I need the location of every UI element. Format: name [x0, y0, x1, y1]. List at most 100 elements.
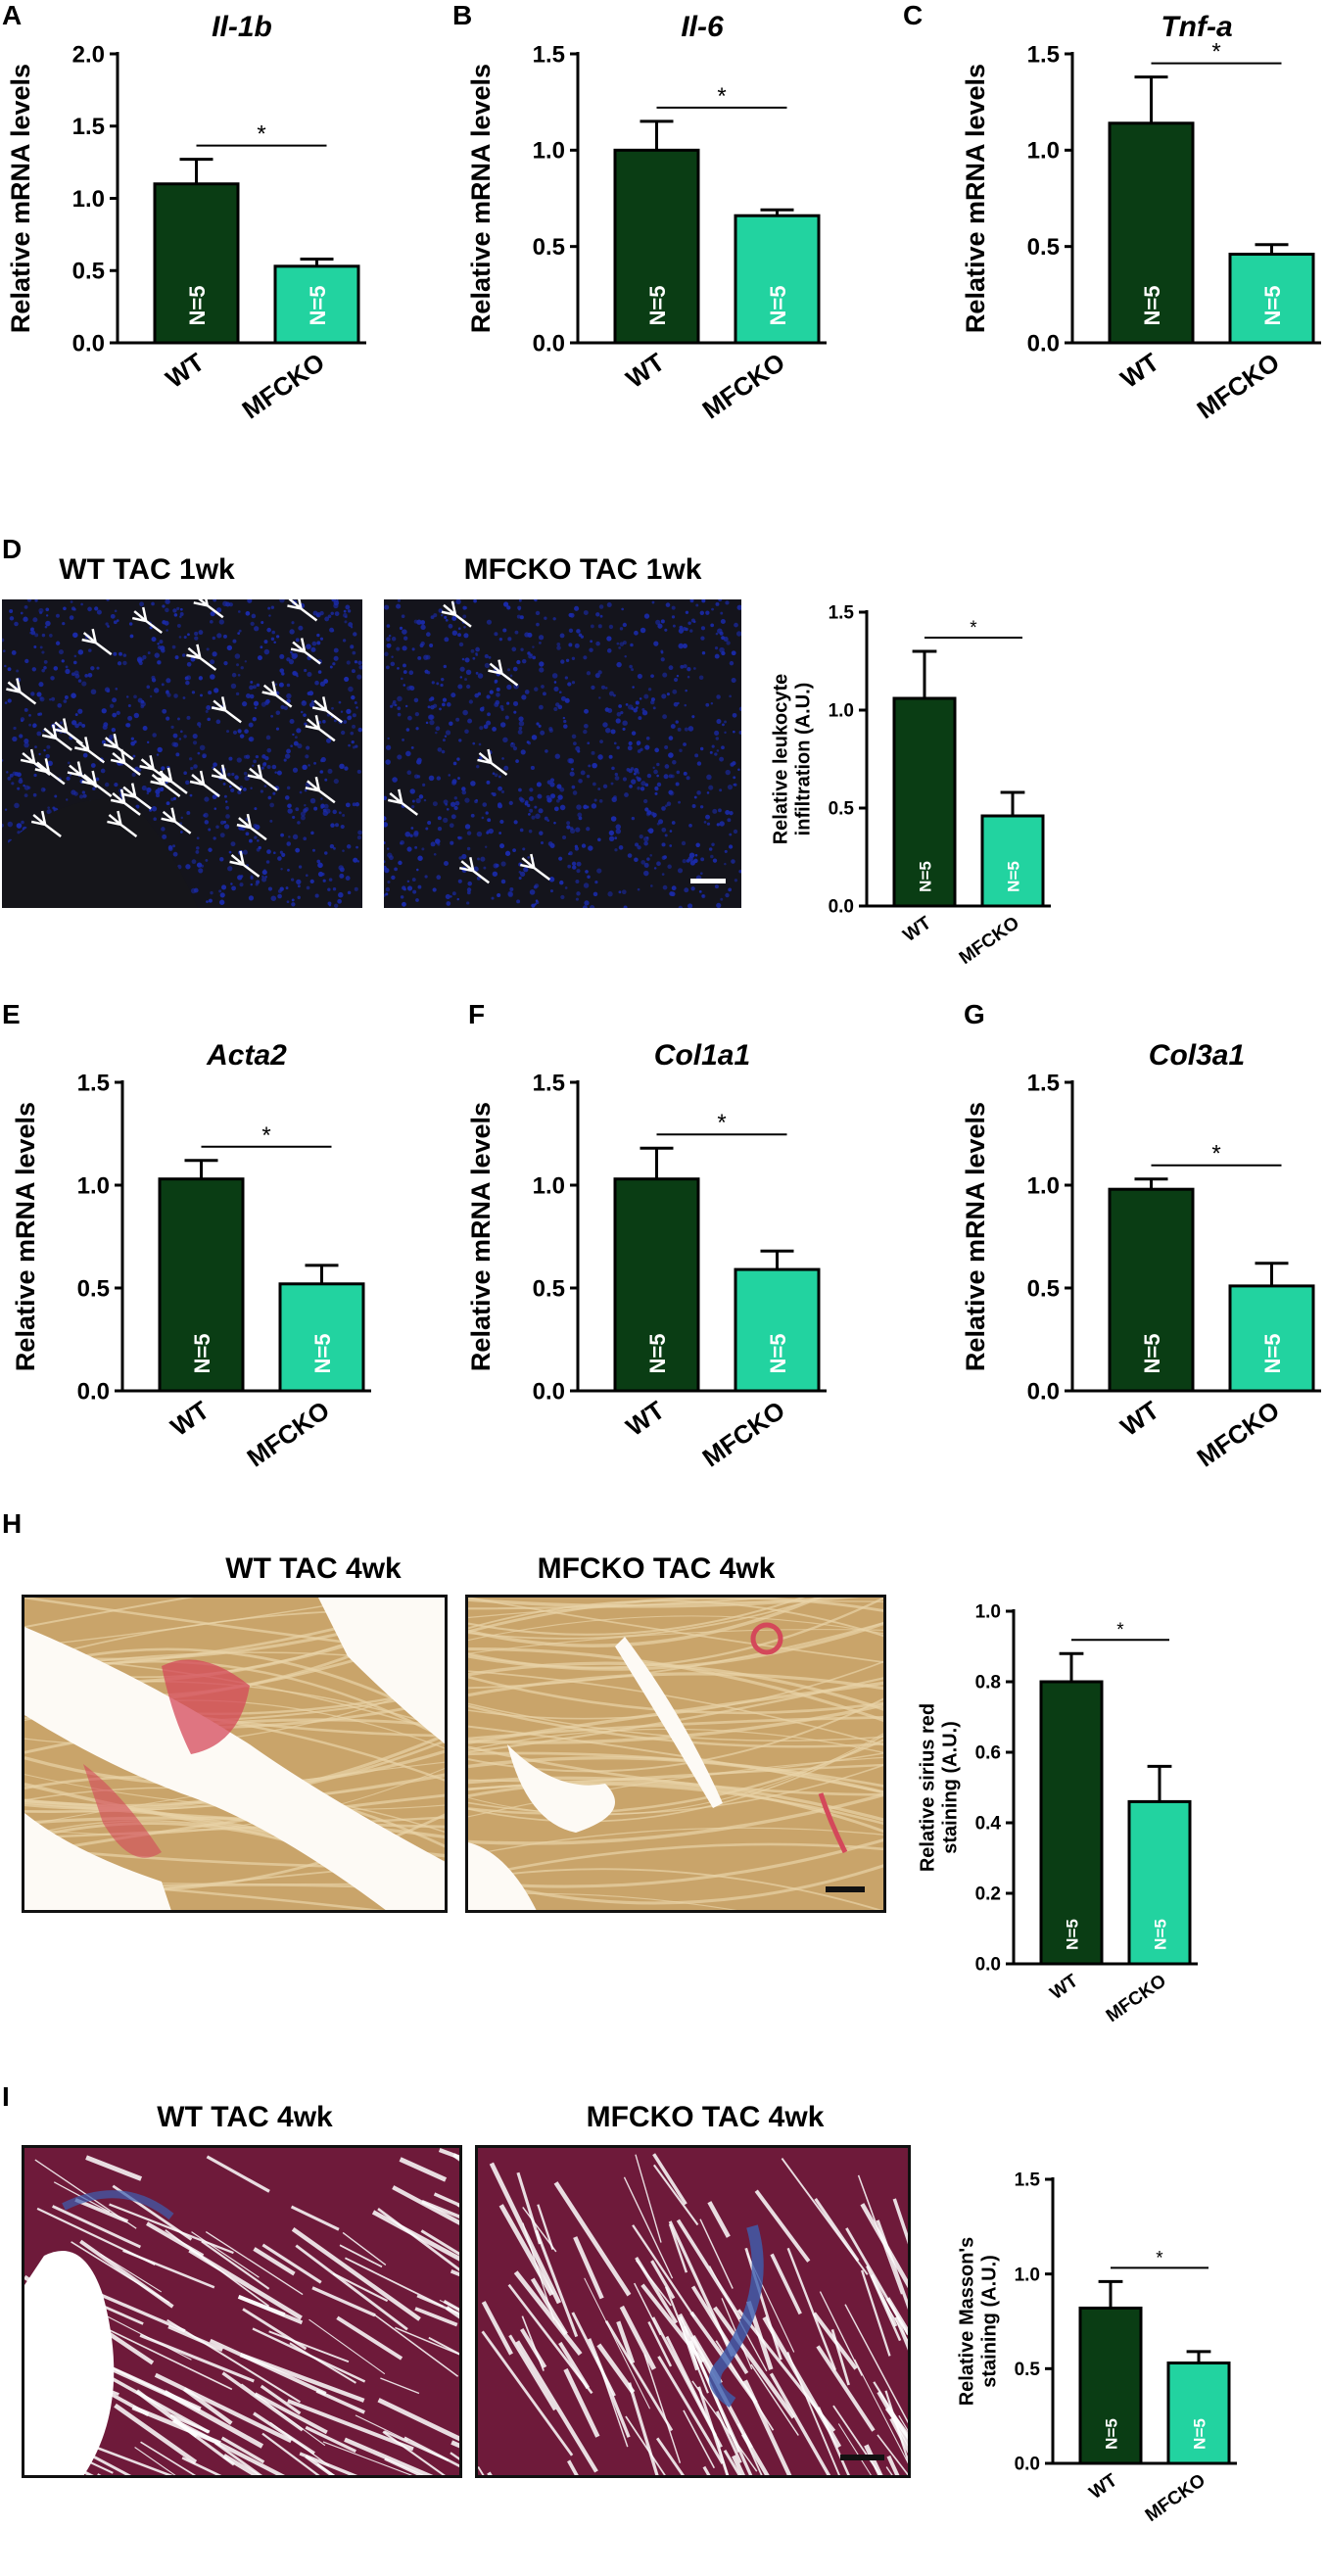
nucleus — [350, 731, 355, 736]
nucleus — [523, 867, 529, 873]
n-label: N=5 — [1260, 1334, 1285, 1374]
nucleus — [352, 802, 356, 807]
nucleus — [656, 782, 662, 787]
nucleus — [466, 684, 471, 690]
nucleus — [250, 883, 254, 886]
nucleus — [348, 622, 354, 628]
nucleus — [128, 622, 133, 626]
nucleus — [716, 902, 722, 908]
nucleus — [733, 776, 736, 780]
nucleus — [397, 695, 403, 702]
nucleus — [594, 673, 600, 679]
nucleus — [406, 880, 410, 883]
nucleus — [565, 658, 570, 662]
fiber-gap — [697, 2386, 730, 2475]
nucleus — [20, 717, 25, 722]
nucleus — [494, 679, 498, 684]
nucleus — [663, 855, 667, 859]
nucleus — [276, 770, 282, 776]
nucleus — [693, 795, 697, 799]
nucleus — [146, 685, 151, 690]
nucleus — [427, 821, 432, 826]
nucleus — [290, 650, 293, 654]
nucleus — [243, 754, 248, 759]
fiber-gap — [332, 2272, 389, 2303]
fiber-gap — [522, 2222, 555, 2320]
nucleus — [602, 784, 608, 789]
nucleus — [484, 653, 489, 659]
nucleus — [669, 844, 673, 847]
nucleus — [578, 816, 583, 821]
nucleus — [437, 747, 443, 752]
nucleus — [457, 879, 462, 883]
nucleus — [591, 803, 597, 809]
fiber — [468, 1598, 824, 1640]
nucleus — [33, 773, 37, 778]
nucleus — [719, 756, 725, 762]
nucleus — [694, 753, 699, 758]
nucleus — [666, 801, 672, 806]
nucleus — [332, 887, 337, 891]
nucleus — [668, 752, 674, 758]
nucleus — [205, 709, 209, 713]
nucleus — [174, 655, 179, 660]
nucleus — [478, 756, 483, 760]
nucleus — [345, 604, 351, 610]
y-tick-label: 2.0 — [72, 41, 105, 68]
nucleus — [34, 633, 39, 638]
nucleus — [733, 829, 738, 835]
nucleus — [459, 676, 463, 679]
fiber-gap — [635, 2260, 672, 2307]
nucleus — [2, 649, 6, 652]
nucleus — [644, 783, 649, 787]
nucleus — [514, 630, 519, 635]
nucleus — [173, 741, 179, 747]
nucleus — [509, 674, 513, 678]
nucleus — [340, 824, 345, 830]
nucleus — [280, 833, 285, 837]
nucleus — [249, 693, 255, 699]
fiber-gap — [668, 2223, 688, 2273]
nucleus — [599, 739, 603, 743]
nucleus — [2, 823, 4, 828]
nucleus — [172, 851, 178, 857]
nucleus — [279, 886, 284, 891]
arrow-marker — [261, 681, 293, 708]
nucleus — [492, 772, 496, 776]
nucleus — [122, 653, 127, 657]
nucleus — [230, 841, 236, 847]
nucleus — [535, 900, 540, 905]
nucleus — [340, 710, 344, 713]
nucleus — [397, 599, 402, 602]
fiber-gap — [520, 2327, 547, 2368]
nucleus — [11, 649, 17, 655]
nucleus — [547, 841, 553, 846]
nucleus — [482, 802, 488, 807]
nucleus — [133, 694, 137, 699]
nucleus — [63, 699, 68, 703]
nucleus — [317, 862, 323, 869]
nucleus — [316, 633, 320, 638]
nucleus — [687, 726, 694, 732]
nucleus — [587, 875, 591, 880]
nucleus — [507, 668, 511, 672]
arrow-marker — [477, 748, 508, 776]
nucleus — [65, 665, 69, 669]
nucleus — [355, 802, 360, 807]
nucleus — [729, 810, 734, 816]
nucleus — [606, 636, 612, 642]
fiber-gap — [399, 2157, 448, 2182]
nucleus — [539, 661, 545, 667]
nucleus — [210, 619, 213, 624]
nucleus — [53, 666, 59, 671]
nucleus — [275, 635, 280, 639]
nucleus — [736, 604, 741, 610]
nucleus — [462, 614, 467, 619]
chart-title: Tnf-a — [1161, 11, 1232, 43]
nucleus — [711, 607, 714, 611]
nucleus — [4, 664, 7, 668]
nucleus — [166, 801, 170, 806]
y-tick-label: 0.5 — [1027, 1275, 1060, 1302]
nucleus — [178, 636, 182, 639]
nucleus — [249, 838, 253, 843]
